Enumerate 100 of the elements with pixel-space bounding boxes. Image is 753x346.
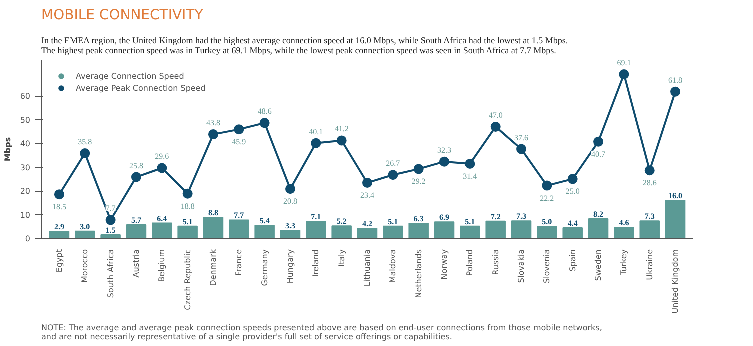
y-tick-label: 10 bbox=[20, 210, 31, 220]
point bbox=[619, 70, 630, 80]
bar bbox=[588, 218, 609, 238]
legend-label: Average Connection Speed bbox=[76, 70, 184, 82]
point bbox=[260, 118, 270, 128]
data-label: 7.3 bbox=[516, 212, 527, 222]
data-label: 41.2 bbox=[334, 124, 349, 134]
point bbox=[80, 148, 90, 159]
bar bbox=[562, 228, 583, 238]
point bbox=[388, 170, 398, 180]
x-tick-label: Austria bbox=[132, 249, 141, 278]
x-tick-label: South Africa bbox=[106, 249, 116, 298]
data-label: 18.8 bbox=[180, 202, 195, 211]
bar bbox=[511, 220, 532, 238]
data-label: 25.0 bbox=[566, 187, 580, 196]
x-tick-label: Russia bbox=[491, 249, 500, 276]
x-tick-label: Hungary bbox=[286, 249, 295, 284]
x-tick-label: Lithuania bbox=[363, 249, 372, 287]
data-label: 69.1 bbox=[617, 58, 632, 68]
x-tick-label: Sweden bbox=[594, 249, 604, 282]
bar bbox=[306, 221, 326, 238]
bar bbox=[486, 220, 506, 238]
data-label: 5.1 bbox=[182, 217, 193, 226]
x-tick-label: France bbox=[234, 249, 244, 276]
bar bbox=[614, 227, 634, 238]
data-label: 22.2 bbox=[540, 194, 554, 203]
bar bbox=[332, 226, 352, 238]
data-label: 5.1 bbox=[388, 217, 398, 226]
chart-title: MOBILE CONNECTIVITY bbox=[42, 8, 204, 24]
bar bbox=[434, 222, 455, 238]
y-axis-title: Mbps bbox=[3, 137, 12, 162]
data-label: 26.7 bbox=[386, 159, 400, 168]
data-label: 5.0 bbox=[542, 218, 552, 227]
data-label: 61.8 bbox=[668, 76, 683, 85]
bar bbox=[203, 217, 224, 238]
point bbox=[285, 184, 296, 194]
bar bbox=[460, 226, 480, 238]
x-tick-label: Netherlands bbox=[414, 250, 424, 298]
x-tick-label: Egypt bbox=[54, 249, 64, 273]
data-label: 47.0 bbox=[488, 110, 503, 120]
point bbox=[414, 164, 424, 174]
point bbox=[54, 190, 64, 200]
data-label: 20.8 bbox=[283, 197, 298, 206]
data-label: 4.6 bbox=[619, 218, 630, 228]
y-tick-label: 30 bbox=[20, 163, 31, 172]
point bbox=[208, 130, 218, 140]
point bbox=[336, 136, 347, 146]
x-tick-label: Ireland bbox=[312, 249, 321, 278]
data-label: 25.8 bbox=[129, 161, 144, 170]
data-label: 6.3 bbox=[414, 214, 424, 224]
data-label: 8.2 bbox=[594, 210, 604, 220]
point bbox=[440, 156, 450, 167]
text: NOTE: The average and average peak connection speeds presented above are based on end-user connections from those mobile networks, and are not necessarily representative of a single provider's full set of service offerings or capabilities. bbox=[42, 324, 602, 342]
data-label: 7.7 bbox=[234, 211, 244, 220]
bar bbox=[152, 222, 172, 238]
point bbox=[568, 174, 578, 184]
point bbox=[644, 166, 655, 176]
data-label: 3.0 bbox=[80, 222, 90, 232]
y-tick-label: 20 bbox=[20, 187, 31, 196]
x-tick-label: Turkey bbox=[620, 249, 629, 277]
data-label: 28.6 bbox=[642, 178, 657, 188]
x-tick-label: Belgium bbox=[158, 249, 167, 282]
point bbox=[490, 122, 501, 132]
point bbox=[542, 180, 552, 191]
data-label: 43.8 bbox=[206, 118, 220, 128]
bar bbox=[537, 226, 558, 238]
x-tick-label: Italy bbox=[337, 249, 346, 267]
data-label: 29.6 bbox=[155, 152, 170, 162]
point bbox=[234, 124, 244, 135]
bar bbox=[75, 230, 96, 238]
data-label: 18.5 bbox=[52, 202, 66, 212]
x-tick-label: Spain bbox=[568, 249, 578, 272]
data-label: 6.4 bbox=[157, 214, 168, 224]
data-label: 40.1 bbox=[309, 127, 324, 136]
x-tick-label: Germany bbox=[260, 249, 270, 286]
data-label: 6.9 bbox=[440, 213, 450, 222]
y-tick-label: 40 bbox=[20, 140, 31, 149]
x-tick-label: Slovenia bbox=[542, 249, 552, 284]
bar bbox=[254, 225, 275, 238]
point bbox=[182, 188, 193, 199]
data-label: 7.7 bbox=[106, 204, 116, 214]
data-label: 5.1 bbox=[465, 217, 476, 226]
data-label: 32.3 bbox=[438, 146, 452, 155]
legend-label: Average Peak Connection Speed bbox=[76, 82, 206, 94]
data-label: 45.9 bbox=[232, 138, 246, 147]
y-tick-label: 50 bbox=[20, 116, 31, 125]
data-label: 16.0 bbox=[668, 192, 683, 201]
data-label: 8.8 bbox=[208, 208, 218, 218]
bar bbox=[126, 224, 147, 238]
x-tick-label: Slovakia bbox=[517, 249, 526, 284]
data-label: 4.4 bbox=[568, 219, 578, 228]
bar bbox=[229, 220, 250, 238]
bar bbox=[357, 228, 378, 238]
point bbox=[157, 163, 168, 174]
point bbox=[131, 172, 142, 182]
x-tick-label: Denmark bbox=[208, 249, 218, 286]
bar bbox=[408, 223, 429, 238]
point bbox=[516, 144, 527, 154]
y-tick-label: 60 bbox=[20, 92, 31, 102]
point bbox=[465, 158, 476, 169]
